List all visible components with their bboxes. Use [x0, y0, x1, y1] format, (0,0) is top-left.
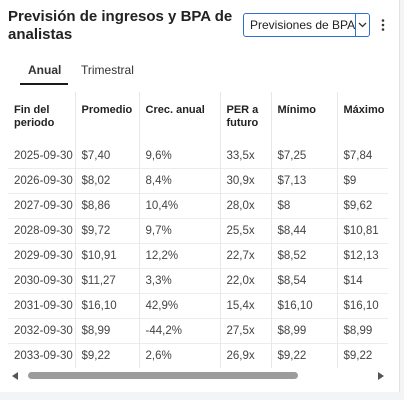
table-cell: 2028-09-30	[8, 218, 76, 244]
table-cell: $9,22	[337, 343, 388, 368]
table-cell: 2032-09-30	[8, 318, 76, 344]
table-cell: 27,5x	[220, 318, 272, 344]
table-cell: 22,7x	[220, 243, 272, 269]
column-header[interactable]: Mínimo	[271, 92, 338, 144]
forecast-type-select-value: Previsiones de BPA	[250, 18, 356, 32]
table-cell: 2029-09-30	[8, 243, 76, 269]
table-cell: $9,72	[75, 218, 140, 244]
more-options-icon[interactable]	[378, 14, 388, 36]
table-cell: 2027-09-30	[8, 193, 76, 219]
table-cell: 2031-09-30	[8, 293, 76, 319]
table-cell: $8,86	[75, 193, 140, 219]
table-cell: $8,44	[271, 218, 338, 244]
table-row: 2030-09-30 $11,27 3,3% 22,0x $8,54 $14	[8, 268, 388, 294]
table-cell: $10,91	[75, 243, 140, 269]
active-tab-indicator	[20, 83, 68, 85]
table-header-row: Fin del periodo Promedio Crec. anual PER…	[8, 92, 388, 144]
table-cell: $7,25	[271, 144, 338, 169]
table-cell: $8,02	[75, 168, 140, 194]
column-header[interactable]: Crec. anual	[139, 92, 221, 144]
forecast-type-select[interactable]: Previsiones de BPA	[243, 13, 370, 37]
table-row: 2028-09-30 $9,72 9,7% 25,5x $8,44 $10,81	[8, 218, 388, 244]
table-cell: 26,9x	[220, 343, 272, 368]
table-cell: $9,22	[75, 343, 140, 368]
triangle-right-icon[interactable]	[376, 371, 386, 381]
table-cell: 28,0x	[220, 193, 272, 219]
table-cell: $9	[337, 168, 388, 194]
table-cell: 22,0x	[220, 268, 272, 294]
forecast-table: Fin del periodo Promedio Crec. anual PER…	[8, 92, 388, 368]
table-cell: 42,9%	[139, 293, 221, 319]
table-cell: $16,10	[75, 293, 140, 319]
table-row: 2026-09-30 $8,02 8,4% 30,9x $7,13 $9	[8, 168, 388, 194]
table-cell: $8,99	[75, 318, 140, 344]
table-cell: 9,7%	[139, 218, 221, 244]
tab-trimestral[interactable]: Trimestral	[81, 63, 134, 77]
triangle-left-icon[interactable]	[10, 371, 20, 381]
table-row: 2027-09-30 $8,86 10,4% 28,0x $8 $9,62	[8, 193, 388, 219]
table-cell: 33,5x	[220, 144, 272, 169]
chevron-down-icon[interactable]	[355, 14, 369, 36]
column-header[interactable]: Promedio	[75, 92, 140, 144]
table-cell: 10,4%	[139, 193, 221, 219]
table-cell: $9,22	[271, 343, 338, 368]
table-row: 2032-09-30 $8,99 -44,2% 27,5x $8,99 $8,99	[8, 318, 388, 344]
table-cell: 9,6%	[139, 144, 221, 169]
period-tabs: Anual Trimestral	[8, 60, 388, 90]
table-cell: $9,62	[337, 193, 388, 219]
table-row: 2033-09-30 $9,22 2,6% 26,9x $9,22 $9,22	[8, 343, 388, 368]
table-cell: $7,13	[271, 168, 338, 194]
table-cell: 12,2%	[139, 243, 221, 269]
table-cell: $16,10	[271, 293, 338, 319]
table-cell: 3,3%	[139, 268, 221, 294]
table-cell: $12,13	[337, 243, 388, 269]
table-cell: $7,84	[343, 150, 373, 163]
table-cell: $8,99	[337, 318, 388, 344]
table-cell: $16,10	[337, 293, 388, 319]
horizontal-scrollbar[interactable]	[8, 370, 388, 382]
column-header[interactable]: PER a futuro	[220, 92, 272, 144]
forecast-table-container: Fin del periodo Promedio Crec. anual PER…	[8, 92, 388, 368]
table-cell: 2033-09-30	[8, 343, 76, 368]
table-cell: 25,5x	[220, 218, 272, 244]
table-cell: $14	[337, 268, 388, 294]
table-cell: $7,40	[75, 144, 140, 169]
table-cell: $8,99	[271, 318, 338, 344]
analyst-forecast-card: Previsión de ingresos y BPA de analistas…	[0, 0, 400, 392]
column-header[interactable]: Máximo	[343, 104, 385, 116]
tab-anual[interactable]: Anual	[28, 63, 62, 77]
card-header: Previsión de ingresos y BPA de analistas	[8, 8, 238, 44]
column-header[interactable]: Fin del periodo	[8, 92, 76, 144]
table-cell: 2025-09-30	[8, 144, 76, 169]
table-row: 2031-09-30 $16,10 42,9% 15,4x $16,10 $16,10	[8, 293, 388, 319]
table-row: 2029-09-30 $10,91 12,2% 22,7x $8,52 $12,13	[8, 243, 388, 269]
table-cell: 2030-09-30	[8, 268, 76, 294]
table-cell: $10,81	[337, 218, 388, 244]
table-cell: 2026-09-30	[8, 168, 76, 194]
scrollbar-thumb[interactable]	[28, 372, 298, 379]
table-cell: 8,4%	[139, 168, 221, 194]
card-title: Previsión de ingresos y BPA de analistas	[8, 8, 233, 43]
table-cell: $8	[271, 193, 338, 219]
table-cell: $8,52	[271, 243, 338, 269]
table-cell: 30,9x	[220, 168, 272, 194]
table-cell: $11,27	[75, 268, 140, 294]
table-row: 2025-09-30 $7,40 9,6% 33,5x $7,25 $7,84	[8, 144, 388, 169]
table-cell: 15,4x	[220, 293, 272, 319]
table-cell: $8,54	[271, 268, 338, 294]
table-cell: 2,6%	[139, 343, 221, 368]
table-cell: -44,2%	[139, 318, 221, 344]
